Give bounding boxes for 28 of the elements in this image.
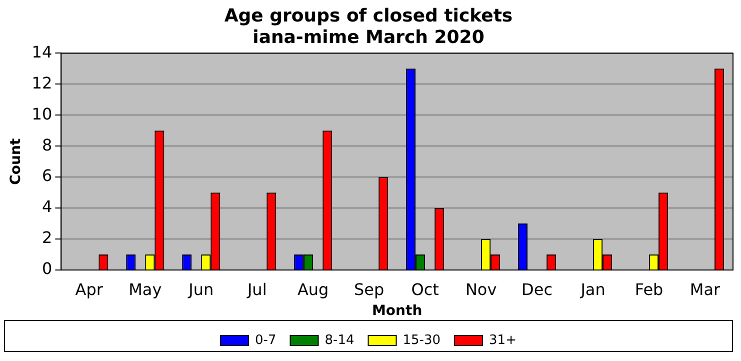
x-tick-label: Apr	[75, 280, 104, 299]
y-tick-label: 4	[42, 197, 52, 216]
y-tick-label: 12	[32, 73, 52, 92]
x-tick-label: Feb	[634, 280, 664, 299]
x-tick-label: Jan	[580, 280, 606, 299]
chart-title: Age groups of closed tickets	[224, 5, 513, 26]
legend-label: 0-7	[255, 332, 276, 348]
y-tick-label: 14	[32, 42, 52, 62]
x-tick-label: Sep	[354, 280, 384, 299]
legend-label: 15-30	[402, 332, 441, 348]
y-tick-label: 2	[42, 228, 52, 248]
y-tick-label: 10	[32, 104, 52, 124]
chart-subtitle: iana-mime March 2020	[252, 27, 484, 48]
x-tick-label: May	[128, 280, 162, 299]
legend-label: 8-14	[324, 332, 354, 348]
x-tick-label: Dec	[522, 280, 553, 299]
y-tick-label: 6	[42, 166, 52, 186]
y-axis-title: Count	[8, 138, 24, 185]
x-tick-label: Nov	[465, 280, 497, 299]
y-tick-label: 8	[42, 135, 52, 154]
x-tick-label: Oct	[411, 280, 439, 299]
x-tick-label: Mar	[690, 280, 721, 299]
x-axis-title: Month	[372, 303, 422, 320]
x-tick-label: Aug	[297, 280, 329, 299]
y-tick-label: 0	[42, 259, 52, 278]
x-tick-label: Jun	[188, 280, 214, 299]
legend-label: 31+	[489, 332, 516, 348]
x-tick-label: Jul	[246, 280, 267, 299]
